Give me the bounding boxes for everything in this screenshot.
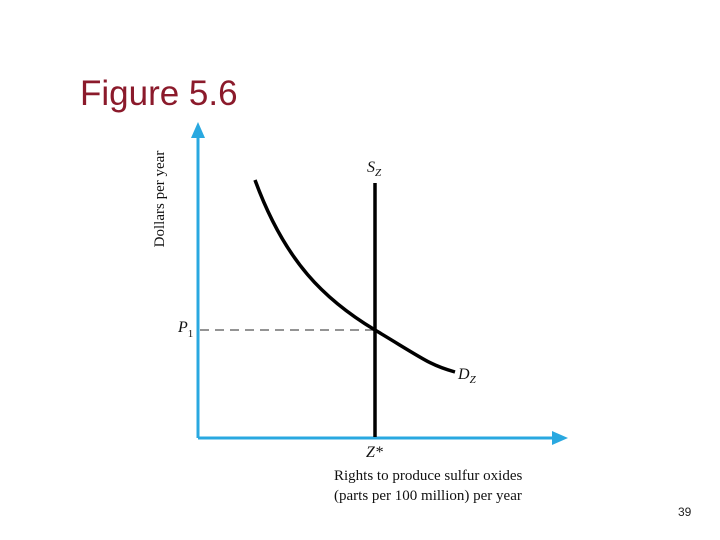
supply-label: SZ — [367, 159, 382, 179]
quantity-label: Z* — [366, 444, 383, 461]
slide-title: Figure 5.6 — [80, 74, 238, 113]
demand-letter: D — [457, 366, 470, 383]
supply-sub: Z — [375, 167, 382, 179]
x-axis-label-line: Rights to produce sulfur oxides — [334, 468, 522, 484]
x-axis-label-line: (parts per 100 million) per year — [334, 488, 522, 504]
demand-sub: Z — [470, 374, 477, 386]
demand-label: DZ — [457, 366, 477, 386]
page-number: 39 — [678, 505, 692, 519]
price-label: P1 — [177, 319, 193, 340]
y-axis-arrow — [191, 122, 205, 138]
demand-curve — [253, 179, 456, 374]
price-sub: 1 — [188, 328, 194, 340]
price-letter: P — [177, 319, 188, 336]
supply-letter: S — [367, 159, 375, 176]
axes — [191, 122, 568, 445]
y-axis-label: Dollars per year — [152, 151, 168, 248]
x-axis-arrow — [552, 431, 568, 445]
